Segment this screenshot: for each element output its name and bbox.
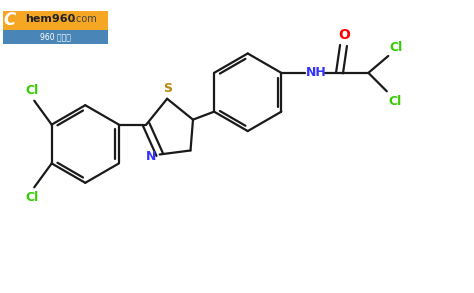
Text: C: C [3, 11, 16, 29]
Text: Cl: Cl [25, 84, 38, 97]
Text: O: O [338, 28, 350, 42]
Text: N: N [146, 150, 156, 163]
Text: Cl: Cl [25, 191, 38, 204]
Text: hem960: hem960 [25, 14, 75, 24]
Text: Cl: Cl [388, 95, 401, 108]
Text: NH: NH [306, 67, 327, 79]
Text: 960 化工网: 960 化工网 [40, 32, 71, 41]
Text: Cl: Cl [390, 40, 403, 54]
Bar [3, 30, 108, 44]
Text: .com: .com [73, 14, 97, 24]
Bar [3, 11, 108, 30]
Text: S: S [163, 82, 172, 95]
